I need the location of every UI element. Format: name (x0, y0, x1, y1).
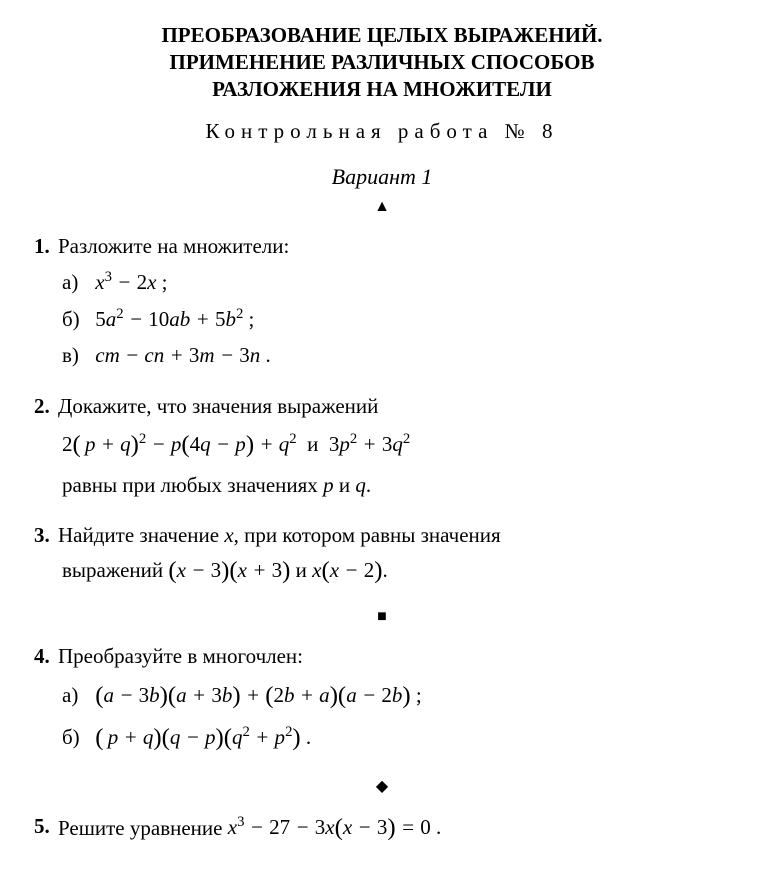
task-5-expr: x3 − 27 − 3x(x − 3) = 0 . (228, 815, 442, 839)
task-1: 1.Разложите на множители: а) x3 − 2x ; б… (62, 230, 730, 372)
task-4-a-expr: (a − 3b)(a + 3b) + (2b + a)(a − 2b) ; (95, 683, 421, 707)
task-1-number: 1. (34, 230, 58, 263)
title-line-2: ПРИМЕНЕНИЕ РАЗЛИЧНЫХ СПОСОБОВ (34, 49, 730, 76)
task-3-l1b: , при котором равны значения (234, 523, 501, 547)
task-1-b-label: б) (62, 303, 90, 336)
task-2-line3: равны при любых значениях p и q. (62, 469, 730, 502)
task-4: 4.Преобразуйте в многочлен: а) (a − 3b)(… (62, 640, 730, 757)
task-5-text: Решите уравнение (58, 815, 228, 839)
task-3: 3.Найдите значение x, при котором равны … (62, 519, 730, 590)
task-3-number: 3. (34, 519, 58, 552)
task-1-b-expr: 5a2 − 10ab + 5b2 ; (95, 307, 254, 331)
task-3-expr1: (x − 3)(x + 3) (168, 558, 290, 582)
task-2-line3c: . (366, 473, 371, 497)
task-4-a-label: а) (62, 679, 90, 712)
task-2-expr2: 3p2 + 3q2 (329, 432, 410, 456)
task-4-a: а) (a − 3b)(a + 3b) + (2b + a)(a − 2b) ; (62, 677, 730, 715)
task-2-line1: Докажите, что значения выражений (58, 394, 378, 418)
variant-label: Вариант 1 (34, 164, 730, 190)
work-subtitle: Контрольная работа № 8 (34, 119, 730, 144)
task-4-b: б) ( p + q)(q − p)(q2 + p2) . (62, 719, 730, 757)
task-1-c-expr: cm − cn + 3m − 3n . (95, 343, 271, 367)
task-1-text: Разложите на множители: (58, 234, 289, 258)
task-1-c: в) cm − cn + 3m − 3n . (62, 339, 730, 372)
task-1-c-label: в) (62, 339, 90, 372)
task-5: 5.Решите уравнение x3 − 27 − 3x(x − 3) =… (62, 810, 730, 848)
task-4-items: а) (a − 3b)(a + 3b) + (2b + a)(a − 2b) ;… (62, 677, 730, 758)
task-2-number: 2. (34, 390, 58, 423)
worksheet-page: ПРЕОБРАЗОВАНИЕ ЦЕЛЫХ ВЫРАЖЕНИЙ. ПРИМЕНЕН… (0, 0, 768, 896)
task-1-a-expr: x3 − 2x ; (95, 270, 167, 294)
task-1-a-label: а) (62, 266, 90, 299)
task-3-l2b: и (290, 558, 312, 582)
diamond-marker-icon: ◆ (34, 776, 730, 796)
task-1-a: а) x3 − 2x ; (62, 266, 730, 299)
task-3-expr2: x(x − 2) (312, 558, 382, 582)
title-line-3: РАЗЛОЖЕНИЯ НА МНОЖИТЕЛИ (34, 76, 730, 103)
task-4-b-label: б) (62, 721, 90, 754)
task-2-expr1: 2( p + q)2 − p(4q − p) + q2 (62, 432, 297, 456)
task-2: 2.Докажите, что значения выражений 2( p … (62, 390, 730, 502)
title-line-1: ПРЕОБРАЗОВАНИЕ ЦЕЛЫХ ВЫРАЖЕНИЙ. (34, 22, 730, 49)
task-2-expr-line: 2( p + q)2 − p(4q − p) + q2 и 3p2 + 3q2 (62, 426, 730, 464)
task-2-line3b: и (334, 473, 356, 497)
task-2-line3a: равны при любых значениях (62, 473, 323, 497)
triangle-marker-icon: ▲ (34, 198, 730, 216)
task-3-l2c: . (382, 558, 387, 582)
task-4-number: 4. (34, 640, 58, 673)
square-marker-icon: ■ (34, 608, 730, 626)
task-1-b: б) 5a2 − 10ab + 5b2 ; (62, 303, 730, 336)
task-4-text: Преобразуйте в многочлен: (58, 644, 303, 668)
task-3-line2: выражений (x − 3)(x + 3) и x(x − 2). (62, 552, 730, 590)
task-1-items: а) x3 − 2x ; б) 5a2 − 10ab + 5b2 ; в) cm… (62, 266, 730, 372)
task-3-l1a: Найдите значение (58, 523, 224, 547)
task-4-b-expr: ( p + q)(q − p)(q2 + p2) . (95, 725, 311, 749)
task-3-l2a: выражений (62, 558, 168, 582)
main-title: ПРЕОБРАЗОВАНИЕ ЦЕЛЫХ ВЫРАЖЕНИЙ. ПРИМЕНЕН… (34, 22, 730, 103)
task-5-number: 5. (34, 810, 58, 843)
